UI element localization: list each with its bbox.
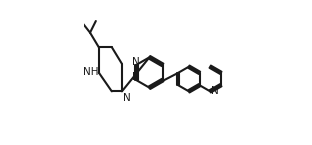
Text: N: N [211, 86, 219, 96]
Text: N: N [123, 93, 130, 103]
Text: N: N [132, 72, 140, 82]
Text: N: N [132, 57, 140, 67]
Text: NH: NH [82, 67, 98, 77]
